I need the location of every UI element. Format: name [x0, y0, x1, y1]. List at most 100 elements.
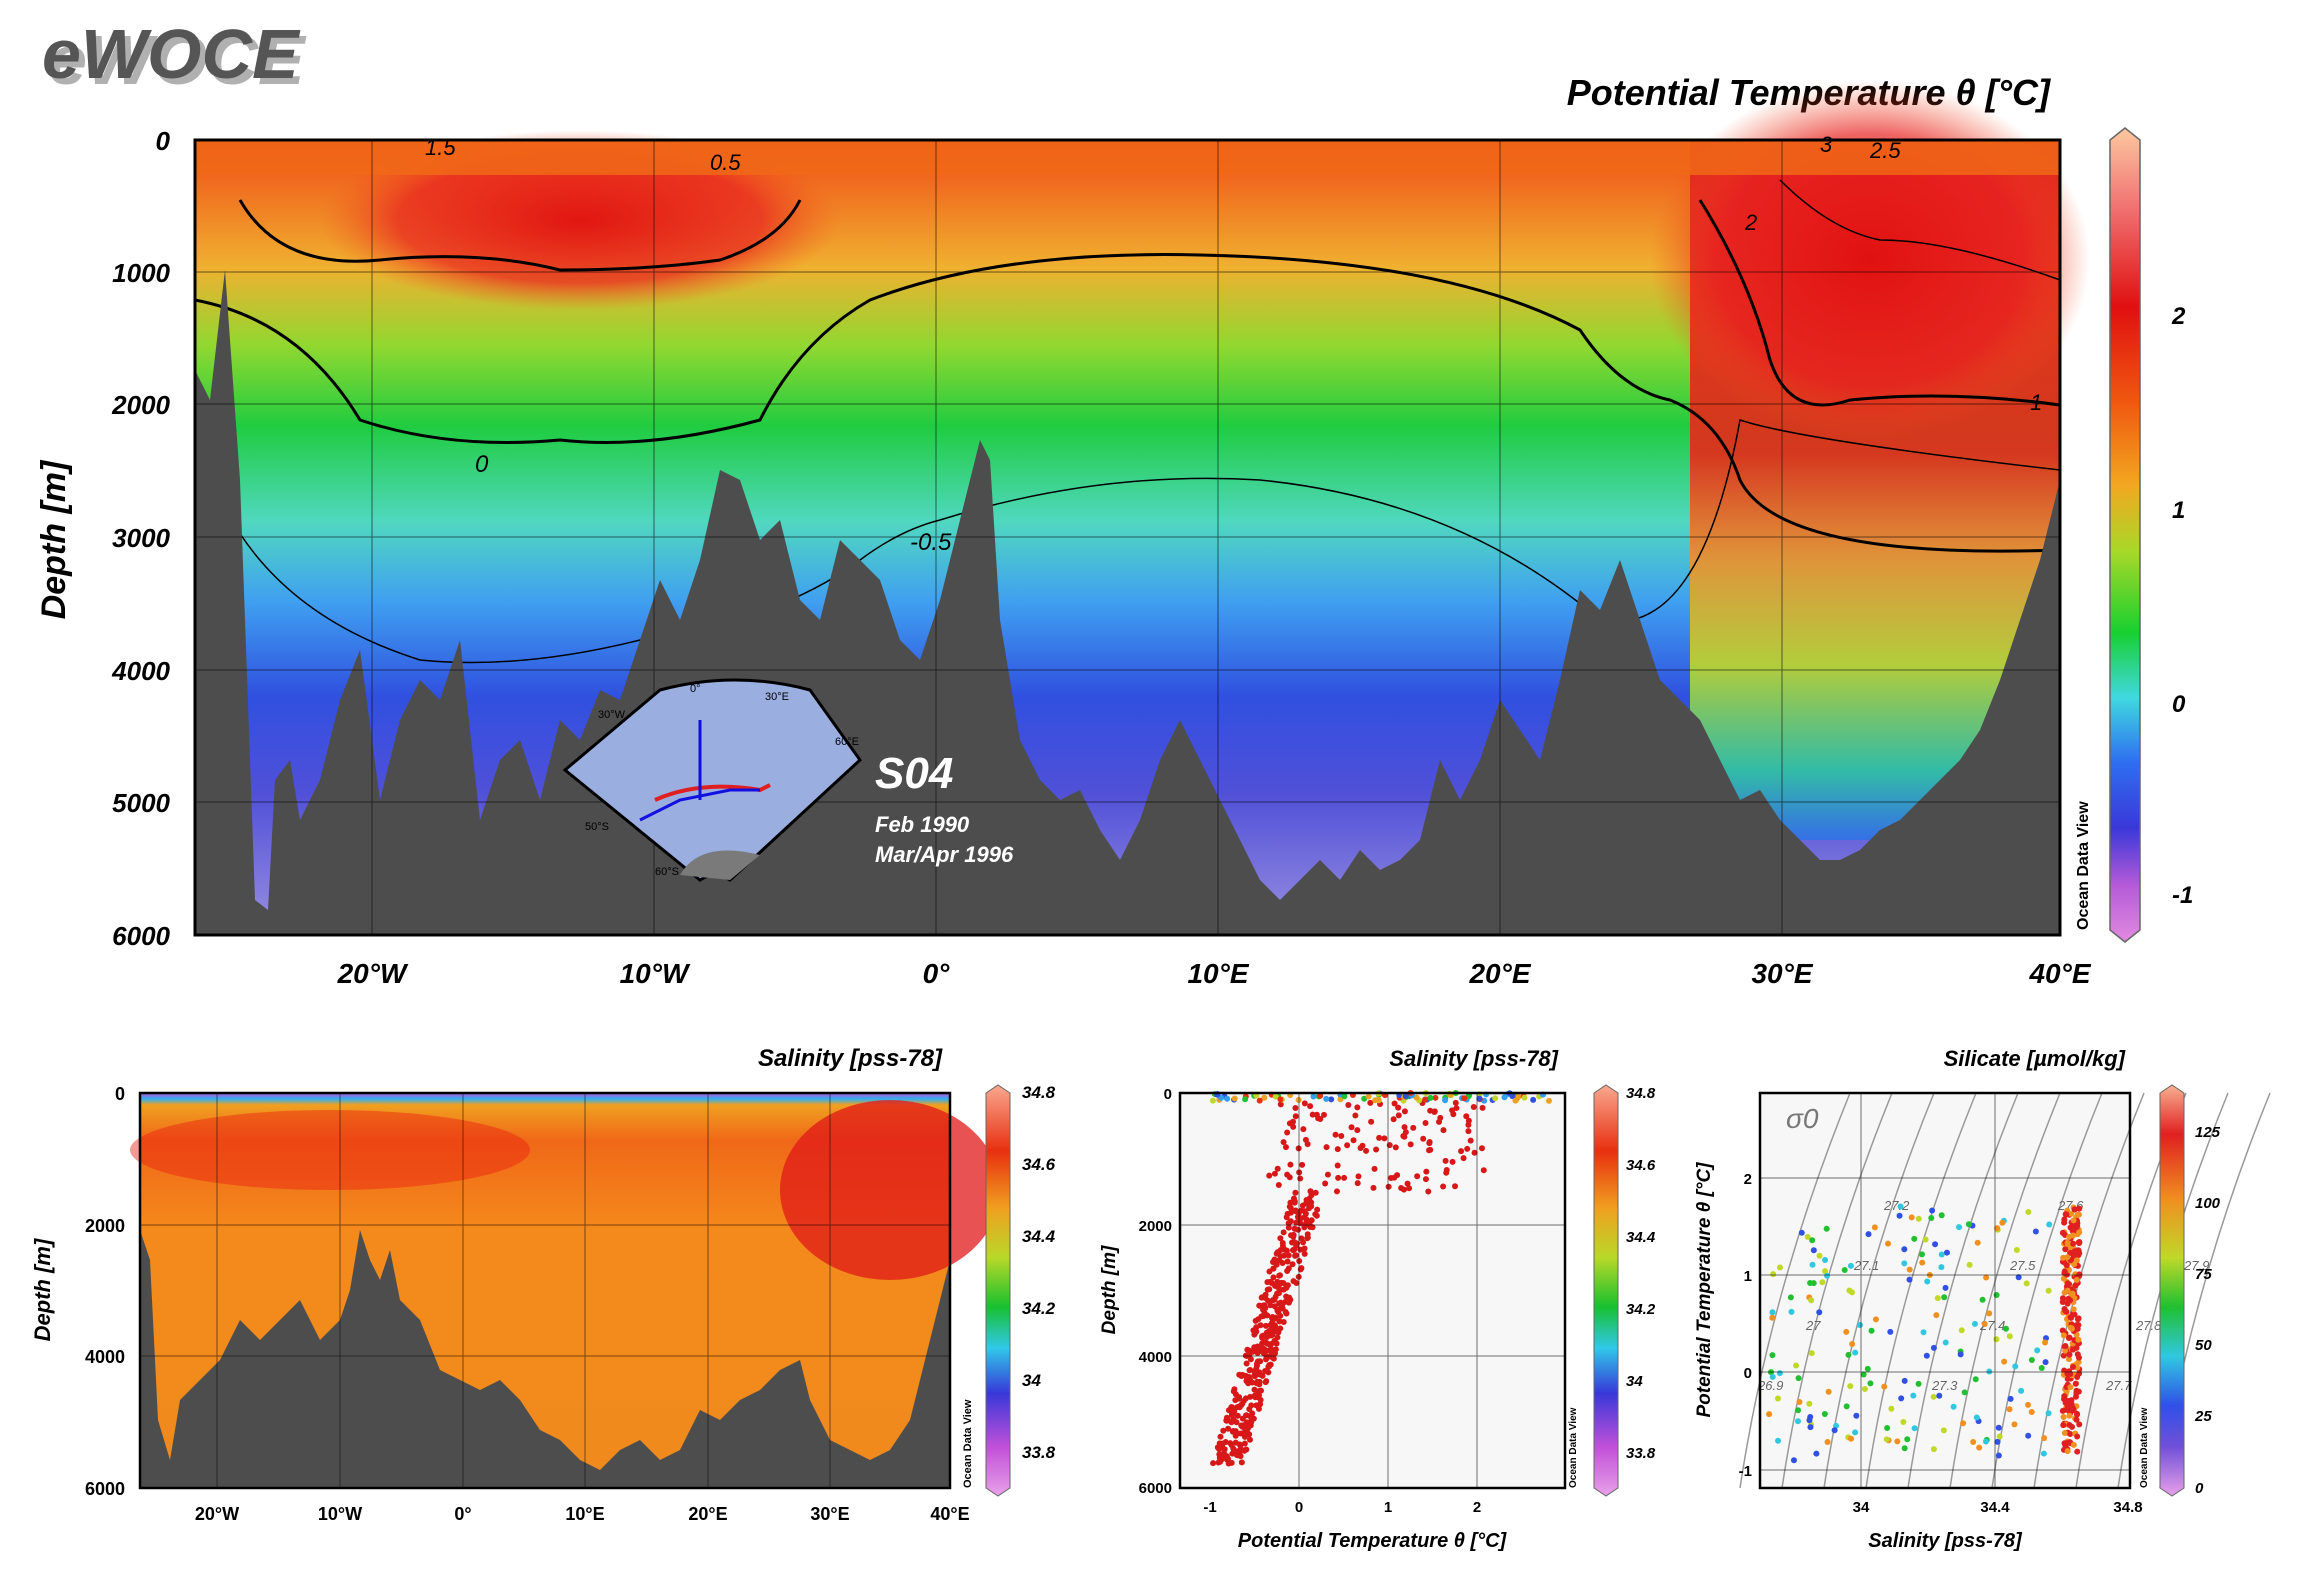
scatter-point — [1846, 1287, 1853, 1294]
isopycnal-line — [1739, 1092, 1851, 1489]
scatter-point — [1300, 1239, 1307, 1246]
scatter-point — [1334, 1146, 1341, 1153]
scatter-point — [1223, 1453, 1230, 1460]
scatter-point — [1920, 1329, 1927, 1336]
scatter-point — [1943, 1249, 1950, 1256]
scatter-point — [1965, 1221, 1972, 1228]
scatter-point — [1217, 1433, 1224, 1440]
salinity-colorbar-tick: 34.6 — [1022, 1155, 1056, 1174]
scatter-point — [1261, 1094, 1268, 1101]
scatter-point — [1932, 1241, 1939, 1248]
scatter-point — [1264, 1286, 1271, 1293]
scatter-point — [1314, 1206, 1321, 1213]
scatter-point — [1451, 1183, 1458, 1190]
scatter-point — [1284, 1258, 1291, 1265]
scatter-point — [1422, 1176, 1429, 1183]
scatter-point — [2069, 1346, 2076, 1353]
scatter-point — [1884, 1425, 1891, 1432]
scatter-point — [1864, 1365, 1871, 1372]
main-x-tick: 0° — [923, 958, 951, 989]
salinity-x-tick: 30°E — [810, 1504, 849, 1524]
scatter-point — [1897, 1203, 1904, 1210]
scatter-point — [1843, 1403, 1850, 1410]
scatter-point — [1795, 1407, 1802, 1414]
scatter-point — [2032, 1228, 2039, 1235]
scatter-point — [1238, 1459, 1245, 1466]
scatter-point — [2073, 1387, 2080, 1394]
isopycnal-label: 26.9 — [1757, 1378, 1783, 1393]
scatter-point — [1284, 1268, 1291, 1275]
theta-depth-x-tick: -1 — [1203, 1499, 1216, 1516]
scatter-point — [1261, 1345, 1268, 1352]
scatter-point — [1341, 1174, 1348, 1181]
scatter-point — [2074, 1433, 2081, 1440]
scatter-point — [2074, 1211, 2081, 1218]
scatter-point — [1290, 1118, 1297, 1125]
theta-depth-colorbar-tick: 33.8 — [1626, 1445, 1656, 1462]
scatter-point — [1766, 1411, 1773, 1418]
ts-isopycnals: 26.92727.127.227.327.427.527.627.727.827… — [1739, 1092, 2271, 1489]
scatter-point — [1810, 1247, 1817, 1254]
scatter-point — [1381, 1135, 1388, 1142]
main-colorbar-tick: -1 — [2172, 882, 2193, 909]
inset-lon-label: 60°E — [835, 736, 859, 748]
main-x-tick: 10°E — [1187, 958, 1249, 989]
main-x-ticks: 20°W 10°W 0° 10°E 20°E 30°E 40°E — [337, 958, 2092, 989]
scatter-point — [1849, 1340, 1856, 1347]
scatter-point — [1440, 1127, 1447, 1134]
scatter-point — [1373, 1146, 1380, 1153]
scatter-point — [1354, 1104, 1361, 1111]
main-colorbar-bar — [2109, 127, 2141, 943]
scatter-point — [2064, 1254, 2071, 1261]
scatter-point — [1270, 1265, 1277, 1272]
brand-logo-shadow: eWOCE — [48, 21, 307, 99]
scatter-point — [1354, 1180, 1361, 1187]
scatter-point — [2070, 1441, 2077, 1448]
theta-depth-frame — [1178, 1091, 1567, 1490]
scatter-point — [1545, 1097, 1552, 1104]
scatter-point — [1285, 1224, 1292, 1231]
scatter-point — [1312, 1211, 1319, 1218]
scatter-point — [1285, 1252, 1292, 1259]
scatter-point — [1241, 1447, 1248, 1454]
scatter-point — [1809, 1261, 1816, 1268]
theta-depth-colorbar-tick: 34 — [1626, 1373, 1643, 1390]
scatter-point — [1982, 1438, 1989, 1445]
scatter-point — [2075, 1315, 2082, 1322]
scatter-point — [1304, 1141, 1311, 1148]
scatter-point — [1911, 1235, 1918, 1242]
scatter-point — [1219, 1440, 1226, 1447]
scatter-point — [1442, 1097, 1449, 1104]
scatter-point — [1272, 1282, 1279, 1289]
scatter-point — [1901, 1260, 1908, 1267]
scatter-point — [1256, 1302, 1263, 1309]
ts-x-tick: 34.4 — [1980, 1499, 2010, 1516]
scatter-point — [2070, 1232, 2077, 1239]
scatter-point — [2073, 1416, 2080, 1423]
scatter-point — [1906, 1276, 1913, 1283]
scatter-point — [1847, 1383, 1854, 1390]
main-y-tick: 3000 — [112, 523, 170, 553]
scatter-point — [1350, 1137, 1357, 1144]
scatter-point — [1283, 1247, 1290, 1254]
scatter-point — [1344, 1142, 1351, 1149]
main-y-tick: 0 — [156, 126, 171, 156]
scatter-point — [1282, 1298, 1289, 1305]
scatter-point — [1274, 1290, 1281, 1297]
scatter-point — [1390, 1116, 1397, 1123]
scatter-point — [2076, 1421, 2083, 1428]
scatter-point — [1251, 1386, 1258, 1393]
scatter-point — [2073, 1225, 2080, 1232]
salinity-high-east — [780, 1100, 1000, 1280]
scatter-point — [1979, 1296, 1986, 1303]
scatter-point — [2067, 1224, 2074, 1231]
scatter-point — [1363, 1147, 1370, 1154]
scatter-point — [1464, 1145, 1471, 1152]
scatter-point — [2070, 1306, 2077, 1313]
theta-depth-colorbar-tick: 34.8 — [1626, 1085, 1656, 1102]
scatter-point — [2025, 1432, 2032, 1439]
scatter-point — [1324, 1171, 1331, 1178]
scatter-point — [1244, 1430, 1251, 1437]
scatter-point — [1228, 1409, 1235, 1416]
scatter-point — [1458, 1148, 1465, 1155]
